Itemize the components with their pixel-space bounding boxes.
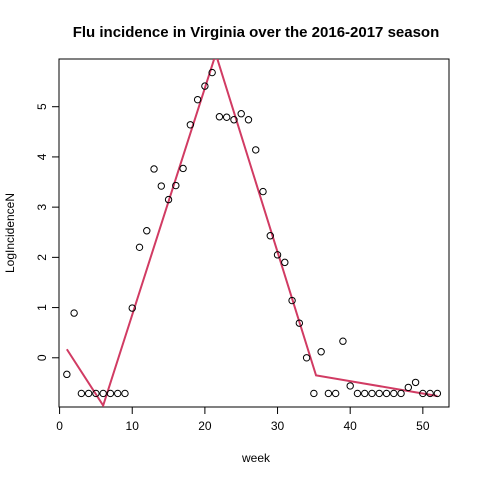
data-point [302,354,311,362]
plot-area [63,59,442,407]
data-point [382,389,391,398]
data-point [353,389,362,398]
data-point [295,319,304,327]
data-point [157,182,165,190]
data-point [172,181,180,190]
data-point [128,304,136,312]
data-point [266,232,274,240]
chart-title: Flu incidence in Virginia over the 2016-… [73,24,440,41]
x-tick-label: 10 [126,419,140,433]
data-point [368,389,376,398]
data-point [164,195,173,204]
data-point [339,337,347,345]
data-point [375,389,383,398]
y-tick-label: 5 [35,103,49,110]
data-point [114,389,122,398]
data-point [208,68,216,77]
data-point [143,227,151,235]
x-tick-label: 40 [344,419,358,433]
x-axis-label: week [241,451,271,465]
data-point [230,116,238,124]
data-point [404,383,413,392]
data-point [63,370,71,379]
y-tick-label: 3 [35,203,49,210]
data-point [310,389,318,398]
data-point [324,389,333,398]
data-point [252,146,260,154]
data-point [77,389,86,398]
data-point [331,389,340,398]
x-tick-label: 0 [56,419,63,433]
y-tick-label: 1 [35,304,49,311]
data-point [288,296,296,305]
y-axis-label: LogIncidenceN [3,193,17,273]
data-point [259,187,267,196]
data-point [244,116,253,124]
data-point [150,165,158,173]
data-point [273,251,282,259]
x-tick-label: 30 [271,419,285,433]
data-point [222,113,231,121]
data-point [186,121,195,129]
y-tick-label: 2 [35,254,49,261]
data-point [361,389,369,398]
data-point [121,389,129,398]
data-point [397,389,405,398]
data-point [201,82,209,90]
data-point [433,389,442,398]
data-point [215,113,224,121]
plot-frame [58,58,450,408]
data-point [84,389,93,398]
data-point [135,243,144,252]
data-point [317,348,325,356]
data-point [411,378,420,387]
y-axis: 0 1 2 3 4 5 [35,103,59,361]
x-axis: 0 10 20 30 40 50 [56,407,430,433]
fitted-line [66,59,438,407]
data-point [346,382,354,390]
x-tick-label: 20 [198,419,212,433]
y-tick-label: 0 [35,354,49,361]
data-point [390,389,398,398]
data-point [426,389,434,398]
x-tick-label: 50 [416,419,430,433]
data-point [281,258,289,267]
data-point [106,389,115,398]
data-point [237,110,245,118]
data-point [179,164,187,173]
data-point [70,309,78,317]
data-point [419,389,427,398]
data-point [92,389,100,398]
y-tick-label: 4 [35,153,49,160]
data-point [99,389,107,398]
data-point [193,95,202,104]
